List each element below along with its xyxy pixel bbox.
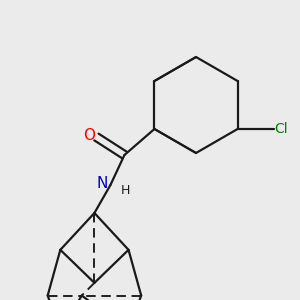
Text: H: H <box>120 184 130 196</box>
Text: Cl: Cl <box>274 122 288 136</box>
Text: O: O <box>83 128 95 142</box>
Text: N: N <box>97 176 108 191</box>
